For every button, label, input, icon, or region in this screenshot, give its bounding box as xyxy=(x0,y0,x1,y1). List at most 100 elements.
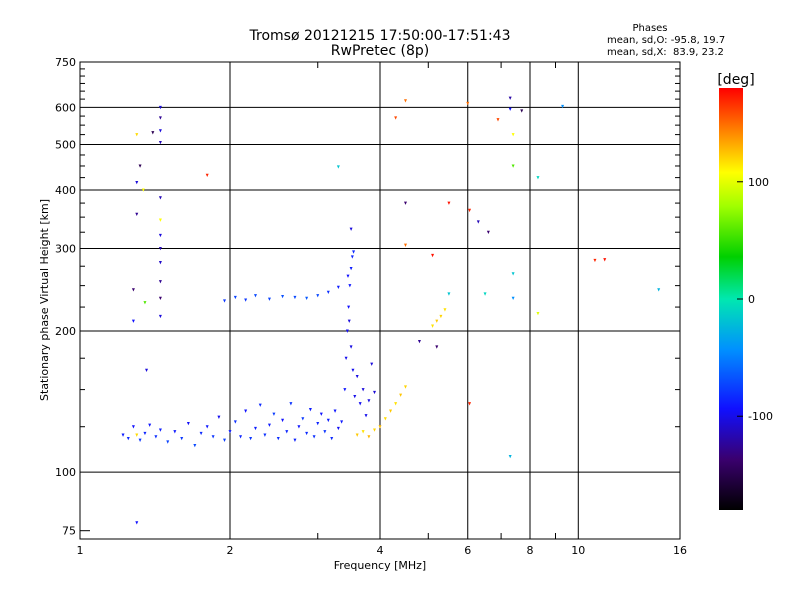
data-point xyxy=(403,99,407,103)
data-point xyxy=(151,131,155,135)
data-point xyxy=(344,356,348,361)
data-point xyxy=(347,305,351,309)
data-point xyxy=(511,296,515,301)
data-point xyxy=(158,247,162,251)
x-tick-label: 8 xyxy=(527,544,534,557)
y-tick-label: 75 xyxy=(62,525,76,538)
data-point xyxy=(143,301,147,305)
data-point xyxy=(468,208,472,213)
data-point xyxy=(135,212,139,217)
data-point xyxy=(326,418,330,423)
colorbar-tick-label: 0 xyxy=(748,293,755,306)
y-tick-labels: 75 100 200 300 400 500 600 750 xyxy=(55,56,76,538)
x-tick-label: 1 xyxy=(77,544,84,557)
data-point xyxy=(511,164,515,168)
data-point xyxy=(326,290,330,295)
data-point xyxy=(158,218,162,222)
data-point xyxy=(154,435,158,439)
y-tick-label: 600 xyxy=(55,101,76,114)
data-point xyxy=(351,368,355,373)
data-point xyxy=(141,188,145,192)
data-point xyxy=(267,423,271,427)
data-point xyxy=(138,164,142,168)
chart-title: Tromsø 20121215 17:50:00-17:51:43 xyxy=(249,28,511,44)
x-tick-label: 2 xyxy=(227,544,234,557)
data-point xyxy=(148,423,152,427)
phases-x-stats: mean, sd,X: 83.9, 23.2 xyxy=(607,47,724,58)
data-point xyxy=(316,421,320,426)
data-point xyxy=(131,288,135,292)
data-point xyxy=(301,417,305,421)
data-point xyxy=(355,433,359,437)
data-point xyxy=(399,393,403,397)
data-point xyxy=(244,409,248,413)
data-point xyxy=(417,339,421,344)
y-tick-label: 200 xyxy=(55,325,76,338)
data-point xyxy=(205,425,209,429)
y-tick-label: 400 xyxy=(55,184,76,197)
data-point xyxy=(364,414,368,418)
data-point xyxy=(355,374,359,379)
data-point xyxy=(253,294,257,298)
data-point xyxy=(657,288,661,292)
data-point xyxy=(435,319,439,323)
data-point xyxy=(349,266,353,271)
x-tick-label: 10 xyxy=(571,544,585,557)
x-tick-label: 4 xyxy=(377,544,384,557)
data-point xyxy=(536,176,540,180)
data-point xyxy=(193,443,197,448)
data-point xyxy=(330,436,334,441)
data-point xyxy=(285,430,289,434)
data-point xyxy=(199,431,203,436)
data-point xyxy=(333,409,337,413)
data-point xyxy=(138,438,142,442)
data-point xyxy=(281,294,285,299)
data-point xyxy=(403,385,407,389)
colorbar-ticks: 100 0 -100 xyxy=(737,176,773,423)
data-point xyxy=(263,433,267,437)
data-point xyxy=(158,116,162,120)
data-point xyxy=(403,243,407,247)
data-point xyxy=(305,296,309,301)
data-point xyxy=(486,230,490,235)
data-point xyxy=(348,284,352,288)
data-point xyxy=(158,129,162,133)
data-point xyxy=(447,292,451,296)
data-point xyxy=(361,430,365,434)
data-point xyxy=(131,425,135,429)
x-tick-label: 6 xyxy=(464,544,471,557)
data-point xyxy=(346,274,350,278)
y-tick-label: 300 xyxy=(55,243,76,256)
data-point xyxy=(370,362,374,366)
data-point xyxy=(508,96,512,100)
colorbar-title: [deg] xyxy=(717,72,754,88)
data-point xyxy=(383,417,387,421)
x-tick-labels: 1 2 4 6 8 10 16 xyxy=(77,544,688,557)
data-point xyxy=(135,133,139,137)
data-point xyxy=(289,402,293,406)
data-point xyxy=(358,402,362,406)
data-point xyxy=(158,233,162,238)
data-point xyxy=(228,430,232,434)
data-point xyxy=(496,118,500,122)
data-point xyxy=(394,402,398,406)
data-point xyxy=(508,107,512,111)
data-point xyxy=(217,415,221,419)
data-point xyxy=(158,280,162,284)
data-point xyxy=(135,433,139,437)
data-point xyxy=(603,258,607,262)
data-point xyxy=(367,399,371,403)
data-point xyxy=(468,402,472,406)
data-point xyxy=(158,314,162,319)
data-point xyxy=(158,196,162,200)
data-point xyxy=(466,101,470,106)
data-point xyxy=(258,403,262,407)
data-point xyxy=(476,220,480,224)
data-point xyxy=(293,295,297,300)
data-point xyxy=(508,454,512,459)
data-point xyxy=(323,430,327,434)
data-point xyxy=(293,438,297,442)
data-point xyxy=(267,297,271,301)
data-point xyxy=(561,104,565,109)
data-point xyxy=(223,299,227,303)
